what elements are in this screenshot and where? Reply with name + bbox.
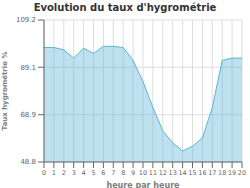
svg-text:11: 11 <box>149 169 157 177</box>
svg-text:68.9: 68.9 <box>20 111 36 119</box>
svg-text:13: 13 <box>169 169 177 177</box>
svg-text:48.8: 48.8 <box>20 158 36 166</box>
svg-text:89.1: 89.1 <box>20 64 36 72</box>
svg-text:109.2: 109.2 <box>16 16 36 24</box>
svg-text:1: 1 <box>52 169 56 177</box>
svg-text:9: 9 <box>131 169 135 177</box>
svg-text:7: 7 <box>111 169 115 177</box>
svg-text:17: 17 <box>208 169 216 177</box>
html-text:Evolution du taux d'hygrométri: Evolution du taux d'hygrométrie <box>33 2 217 13</box>
svg-text:3: 3 <box>72 169 76 177</box>
svg-text:6: 6 <box>101 169 105 177</box>
svg-text:heure par heure: heure par heure <box>106 181 180 188</box>
svg-text:Taux hygrométrie %: Taux hygrométrie % <box>8 52 9 131</box>
svg-text:8: 8 <box>121 169 125 177</box>
svg-text:20: 20 <box>238 169 242 177</box>
svg-text:10: 10 <box>139 169 147 177</box>
svg-text:4: 4 <box>82 169 86 177</box>
svg-text:12: 12 <box>159 169 167 177</box>
svg-text:19: 19 <box>228 169 236 177</box>
svg-text:14: 14 <box>178 169 186 177</box>
svg-text:0: 0 <box>42 169 46 177</box>
svg-text:18: 18 <box>218 169 226 177</box>
svg-text:2: 2 <box>62 169 66 177</box>
svg-text:15: 15 <box>188 169 196 177</box>
svg-text:5: 5 <box>91 169 95 177</box>
svg-text:16: 16 <box>198 169 206 177</box>
